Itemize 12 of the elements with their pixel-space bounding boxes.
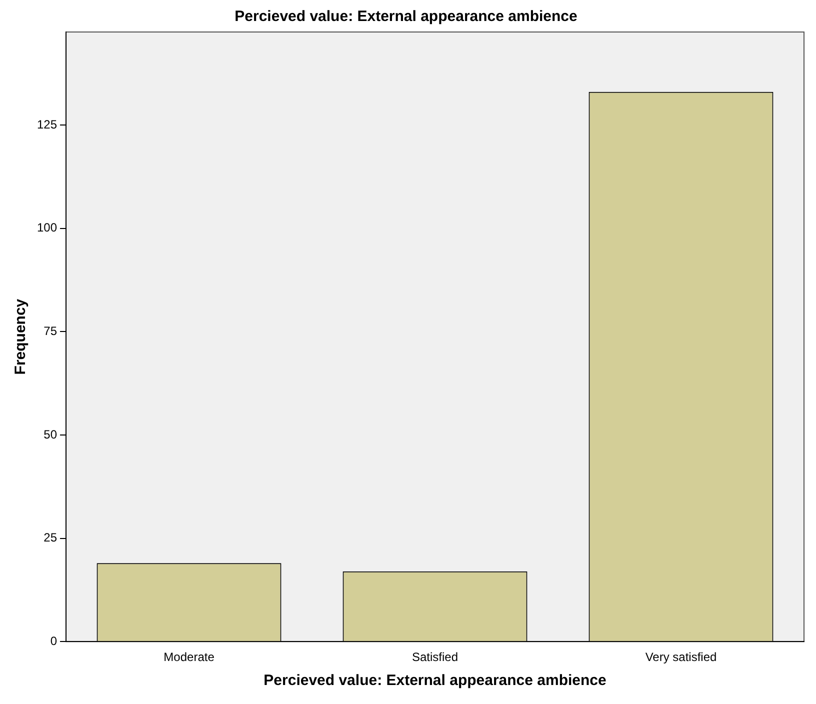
x-axis-title: Percieved value: External appearance ambience [264, 672, 606, 690]
y-tick-label: 100 [36, 220, 58, 235]
chart-title: Percieved value: External appearance ambience [234, 8, 578, 26]
y-tick-label: 0 [50, 634, 58, 648]
y-tick-label: 125 [36, 117, 58, 132]
x-tick-label: Moderate [164, 650, 215, 664]
y-tick-label: 25 [44, 530, 58, 545]
x-tick-label: Satisfied [412, 650, 458, 664]
y-axis-title: Frequency [12, 298, 30, 375]
x-tick-label: Very satisfied [645, 650, 717, 664]
y-tick-label: 50 [44, 427, 58, 442]
y-tick-label: 75 [44, 324, 58, 338]
